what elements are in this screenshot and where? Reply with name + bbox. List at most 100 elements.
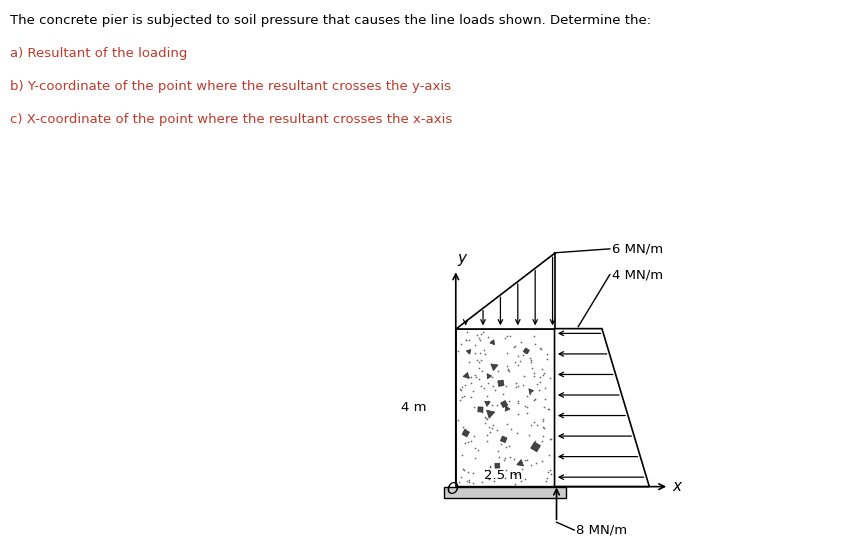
Point: [469, 330, 483, 339]
Point: [475, 367, 488, 376]
Point: [524, 364, 538, 373]
Text: y: y: [458, 251, 466, 266]
Point: [498, 400, 511, 409]
Point: [472, 375, 486, 384]
Point: [481, 422, 495, 431]
Point: [455, 383, 469, 392]
Text: 2.5 m: 2.5 m: [483, 469, 521, 482]
Point: [480, 414, 493, 423]
Point: [454, 450, 468, 459]
Point: [480, 437, 493, 446]
Point: [499, 348, 513, 357]
Point: [459, 335, 473, 344]
Point: [507, 454, 521, 463]
Point: [538, 476, 552, 485]
Point: [481, 379, 494, 388]
Point: [520, 409, 533, 418]
Text: x: x: [671, 479, 681, 494]
Point: [540, 404, 554, 413]
Point: [532, 378, 546, 387]
Polygon shape: [486, 374, 491, 379]
Point: [452, 477, 465, 486]
Point: [473, 348, 486, 357]
Point: [495, 389, 509, 398]
Point: [529, 380, 543, 389]
Point: [485, 407, 498, 416]
Point: [502, 332, 515, 341]
Point: [511, 397, 525, 405]
Point: [498, 333, 511, 342]
Point: [458, 336, 472, 345]
Text: The concrete pier is subjected to soil pressure that causes the line loads shown: The concrete pier is subjected to soil p…: [10, 14, 651, 27]
Text: c) X-coordinate of the point where the resultant crosses the x-axis: c) X-coordinate of the point where the r…: [10, 113, 452, 127]
Point: [520, 455, 533, 464]
Point: [481, 397, 494, 406]
Point: [489, 401, 503, 410]
Point: [544, 435, 557, 444]
Polygon shape: [516, 460, 523, 466]
Point: [460, 477, 474, 486]
Point: [466, 468, 480, 477]
Text: 8 MN/m: 8 MN/m: [576, 524, 627, 536]
Point: [451, 347, 464, 356]
Point: [522, 430, 536, 439]
Point: [502, 366, 515, 375]
Point: [510, 410, 524, 419]
Point: [478, 413, 492, 421]
Point: [537, 423, 550, 432]
Point: [529, 421, 543, 430]
Point: [506, 469, 520, 478]
Point: [487, 477, 501, 486]
Polygon shape: [484, 401, 490, 406]
Point: [471, 363, 485, 372]
Point: [544, 469, 557, 478]
Point: [535, 431, 549, 440]
Point: [475, 478, 488, 487]
Point: [514, 476, 527, 485]
Point: [509, 379, 522, 388]
Polygon shape: [498, 380, 504, 387]
Point: [480, 391, 493, 400]
Point: [510, 352, 524, 361]
Point: [538, 383, 551, 392]
Point: [482, 427, 496, 436]
Point: [539, 473, 553, 482]
Point: [534, 364, 548, 373]
Point: [508, 358, 521, 367]
Point: [515, 381, 529, 390]
Point: [542, 435, 556, 444]
Polygon shape: [500, 400, 507, 408]
Point: [506, 343, 520, 352]
Point: [497, 455, 510, 464]
Point: [502, 442, 515, 451]
Point: [476, 328, 490, 337]
Point: [486, 382, 499, 390]
Text: b) Y-coordinate of the point where the resultant crosses the y-axis: b) Y-coordinate of the point where the r…: [10, 80, 451, 93]
Bar: [443, 487, 566, 498]
Point: [498, 442, 512, 451]
Polygon shape: [528, 389, 533, 394]
Point: [515, 350, 529, 359]
Point: [463, 373, 477, 382]
Polygon shape: [504, 406, 509, 411]
Polygon shape: [530, 442, 540, 452]
Point: [484, 400, 498, 409]
Point: [529, 458, 543, 467]
Point: [510, 398, 524, 407]
Point: [490, 425, 504, 434]
Point: [510, 381, 524, 390]
Point: [481, 332, 494, 341]
Point: [470, 446, 484, 455]
Point: [492, 453, 506, 462]
Point: [499, 466, 513, 474]
Point: [527, 340, 541, 348]
Point: [523, 357, 537, 366]
Polygon shape: [500, 436, 506, 443]
Point: [468, 453, 481, 462]
Point: [532, 373, 546, 382]
Point: [539, 355, 553, 364]
Point: [484, 372, 498, 381]
Point: [504, 425, 517, 434]
Point: [467, 403, 481, 411]
Point: [537, 403, 550, 411]
